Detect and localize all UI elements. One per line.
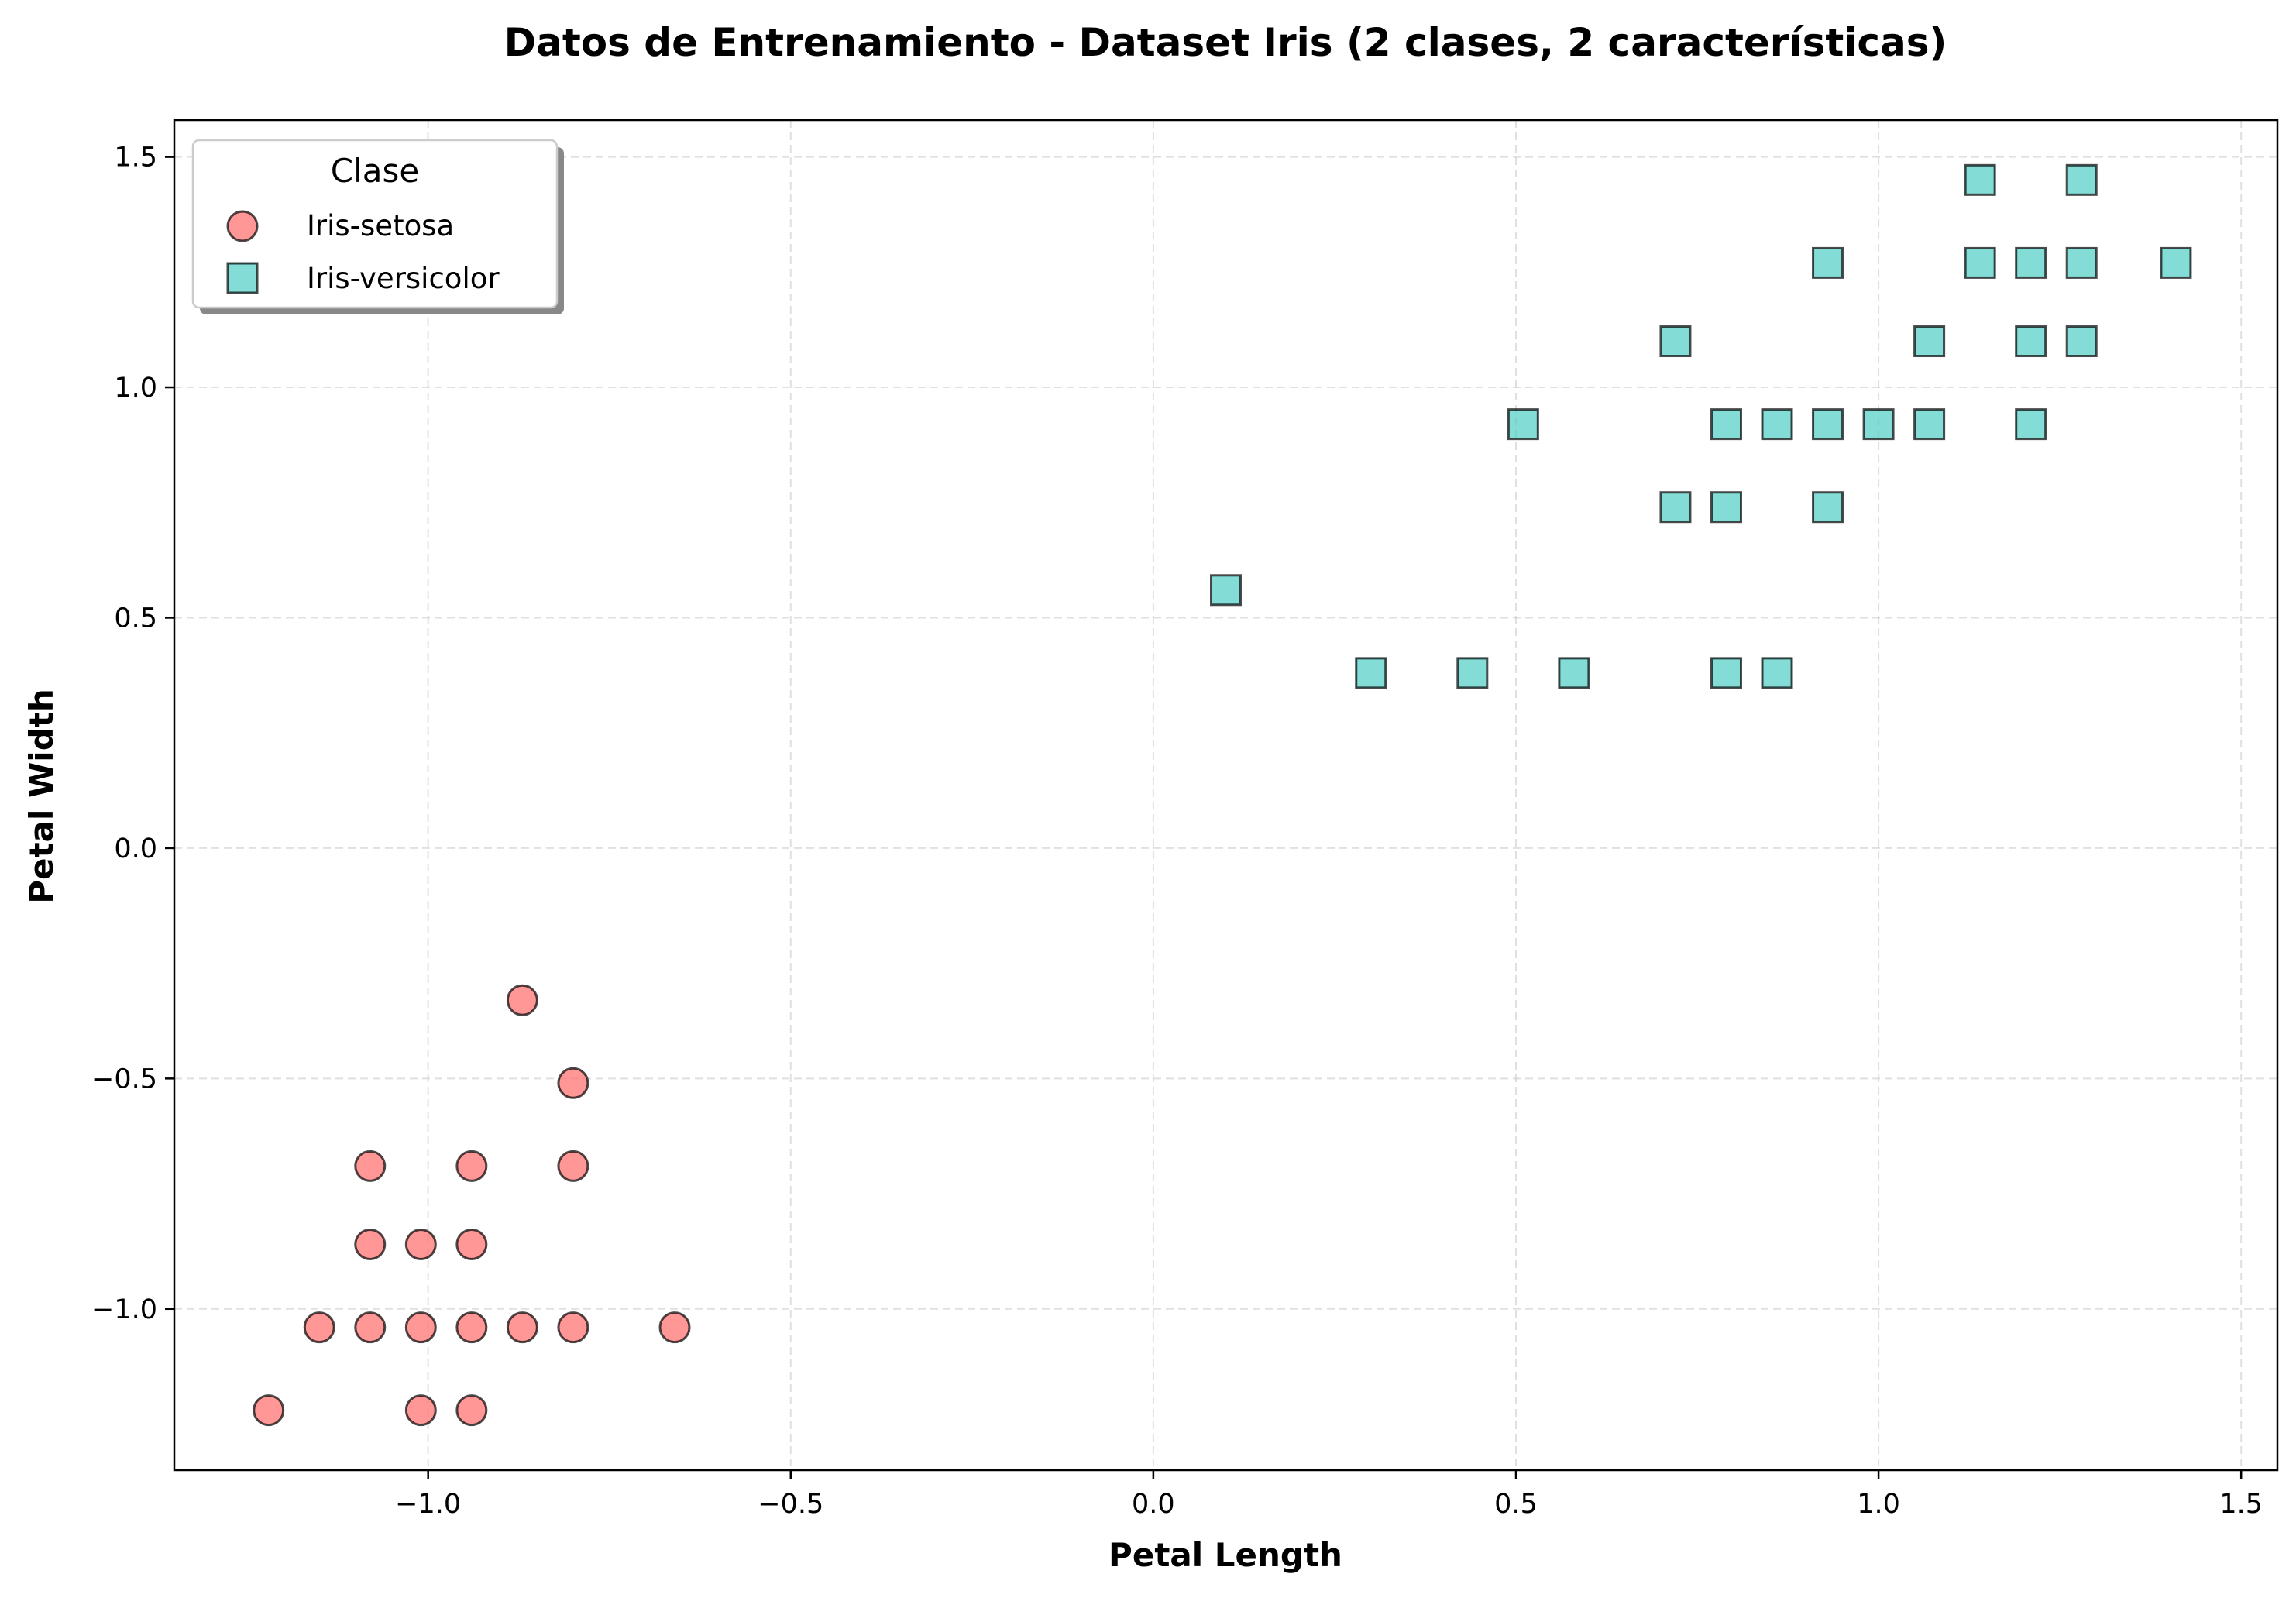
point-setosa — [506, 984, 538, 1016]
point-setosa — [303, 1311, 335, 1344]
point-setosa — [404, 1229, 437, 1261]
legend-title: Clase — [331, 152, 419, 190]
grid — [174, 120, 2277, 1470]
data-points — [253, 163, 2192, 1427]
point-versicolor — [1913, 325, 1946, 358]
point-setosa — [455, 1394, 488, 1427]
y-tick-label: 1.5 — [114, 143, 157, 174]
point-setosa — [354, 1229, 387, 1261]
point-setosa — [404, 1311, 437, 1344]
point-versicolor — [1507, 408, 1539, 441]
legend: Clase Iris-setosa Iris-versicolor — [191, 139, 564, 314]
legend-marker-setosa — [226, 210, 259, 242]
point-versicolor — [2015, 246, 2047, 279]
y-tick-label: 1.0 — [114, 373, 157, 404]
x-tick-label: −0.5 — [758, 1489, 823, 1520]
point-setosa — [354, 1311, 387, 1344]
legend-marker-versicolor — [226, 262, 259, 294]
point-setosa — [506, 1311, 538, 1344]
point-versicolor — [1210, 574, 1242, 607]
x-tick-label: 1.5 — [2219, 1489, 2263, 1520]
point-versicolor — [1862, 408, 1895, 441]
point-versicolor — [1761, 408, 1793, 441]
point-setosa — [557, 1311, 589, 1344]
y-axis-ticks: −1.0 −0.5 0.0 0.5 1.0 1.5 — [91, 143, 174, 1325]
legend-label-versicolor: Iris-versicolor — [307, 262, 500, 295]
y-tick-label: 0.5 — [114, 603, 157, 634]
y-tick-label: −0.5 — [91, 1064, 157, 1095]
point-versicolor — [1355, 657, 1387, 689]
y-axis-label: Petal Width — [22, 689, 60, 903]
point-versicolor — [2065, 325, 2098, 358]
point-versicolor — [1659, 325, 1692, 358]
point-versicolor — [1558, 657, 1590, 689]
x-axis-label: Petal Length — [1108, 1536, 1342, 1574]
point-versicolor — [1659, 491, 1692, 524]
point-versicolor — [2065, 163, 2098, 196]
point-versicolor — [1964, 246, 1996, 279]
point-setosa — [455, 1311, 488, 1344]
point-setosa — [354, 1150, 387, 1182]
point-versicolor — [2015, 408, 2047, 441]
x-tick-label: 0.5 — [1494, 1489, 1538, 1520]
y-tick-label: −1.0 — [91, 1294, 157, 1325]
x-tick-label: 0.0 — [1132, 1489, 1175, 1520]
point-setosa — [658, 1311, 691, 1344]
point-setosa — [455, 1150, 488, 1182]
point-versicolor — [1812, 246, 1844, 279]
point-versicolor — [1710, 657, 1742, 689]
point-versicolor — [1710, 408, 1742, 441]
point-setosa — [455, 1229, 488, 1261]
point-versicolor — [2160, 246, 2192, 279]
x-tick-label: −1.0 — [395, 1489, 461, 1520]
point-versicolor — [2065, 246, 2098, 279]
point-versicolor — [1812, 408, 1844, 441]
plot-area-frame — [173, 119, 2279, 1472]
point-setosa — [557, 1067, 589, 1099]
point-versicolor — [1812, 491, 1844, 524]
legend-box — [191, 139, 559, 309]
point-versicolor — [1761, 657, 1793, 689]
point-versicolor — [1964, 163, 1996, 196]
chart-title: Datos de Entrenamiento - Dataset Iris (2… — [504, 20, 1947, 65]
point-setosa — [253, 1394, 285, 1427]
x-tick-label: 1.0 — [1857, 1489, 1900, 1520]
point-versicolor — [1913, 408, 1946, 441]
point-setosa — [404, 1394, 437, 1427]
legend-label-setosa: Iris-setosa — [307, 209, 454, 242]
y-tick-label: 0.0 — [114, 833, 157, 864]
point-versicolor — [2015, 325, 2047, 358]
x-axis-ticks: −1.0 −0.5 0.0 0.5 1.0 1.5 — [395, 1470, 2263, 1520]
point-setosa — [557, 1150, 589, 1182]
point-versicolor — [1456, 657, 1489, 689]
point-versicolor — [1710, 491, 1742, 524]
